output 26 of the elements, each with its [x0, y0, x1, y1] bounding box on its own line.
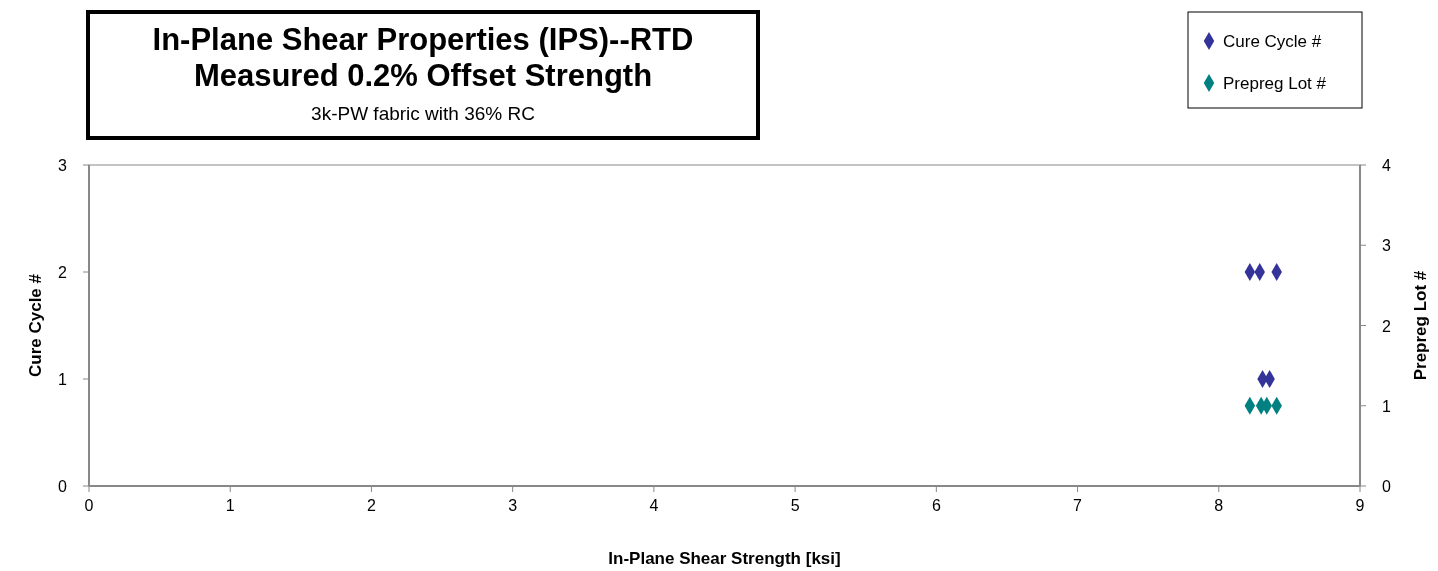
x-tick-label: 1 — [225, 497, 235, 514]
x-tick-label: 4 — [649, 497, 659, 514]
y2-tick-label: 0 — [1382, 478, 1391, 495]
x-tick-label: 6 — [931, 497, 941, 514]
y2-tick-label: 2 — [1382, 317, 1391, 335]
legend-label: Cure Cycle # — [1223, 32, 1322, 51]
x-axis-title: In-Plane Shear Strength [ksi] — [608, 549, 841, 568]
y-axis-title: Cure Cycle # — [26, 273, 45, 377]
legend-label: Prepreg Lot # — [1223, 74, 1327, 93]
y2-tick-label: 1 — [1382, 397, 1391, 415]
y2-tick-label: 3 — [1382, 237, 1391, 255]
x-tick-label: 0 — [84, 497, 94, 514]
y-tick-label: 1 — [58, 371, 68, 388]
x-tick-label: 2 — [366, 497, 376, 514]
y2-axis-title: Prepreg Lot # — [1411, 270, 1430, 381]
x-tick-label: 8 — [1214, 497, 1224, 514]
x-tick-label: 3 — [508, 497, 518, 514]
x-tick-label: 7 — [1073, 497, 1083, 514]
y-tick-label: 2 — [58, 264, 68, 281]
y-tick-label: 0 — [58, 478, 68, 495]
chart-title: In-Plane Shear Properties (IPS)--RTD Measured 0.2% Offset Strength — [152, 22, 694, 93]
x-tick-label: 9 — [1355, 497, 1365, 514]
y2-tick-label: 4 — [1382, 157, 1391, 174]
y-tick-label: 3 — [58, 157, 68, 174]
chart-subtitle: 3k-PW fabric with 36% RC — [311, 103, 535, 124]
x-tick-label: 5 — [790, 497, 800, 514]
